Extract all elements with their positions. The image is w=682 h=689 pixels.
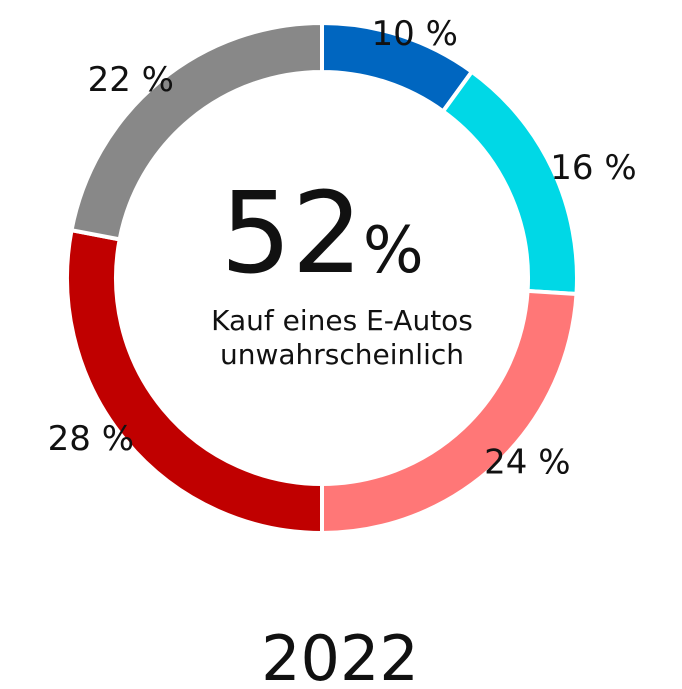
value-label: 28 % <box>48 419 134 459</box>
value-label: 22 % <box>88 60 174 100</box>
center-unit: % <box>363 214 424 288</box>
center-value: 52% <box>220 169 423 299</box>
center-text: unwahrscheinlich <box>220 338 464 371</box>
donut-segment <box>69 20 324 242</box>
caption: 2022 <box>261 622 419 689</box>
center-number: 52 <box>220 169 363 299</box>
value-label: 16 % <box>550 148 636 188</box>
center-text: Kauf eines E-Autos <box>211 304 473 337</box>
value-label: 10 % <box>372 14 458 54</box>
value-label: 24 % <box>484 442 570 482</box>
